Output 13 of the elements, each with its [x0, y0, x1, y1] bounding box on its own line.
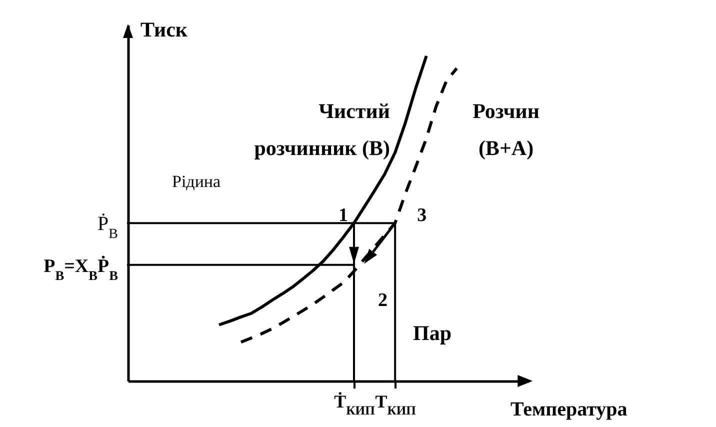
annotation: 1: [338, 205, 348, 226]
annotation: Пар: [413, 321, 452, 345]
text: P$_{B}$=X$_{B}$Ṗ$_{B}$: [44, 255, 118, 282]
x-axis-title: Температура: [510, 398, 628, 420]
annotation: 3: [417, 205, 427, 226]
annotation: Рідина: [172, 172, 222, 191]
annotation: 2: [378, 290, 388, 311]
series-label: Розчин (В+А): [472, 99, 540, 160]
x-tick-label: T$_{КИП}$: [375, 392, 416, 418]
series-label: Чистий розчинник (В): [254, 99, 390, 160]
x-tick-label: Ṫ$_{КИП}$: [334, 392, 376, 418]
y-axis-title: Тиск: [140, 18, 188, 42]
text: Ṗ$_{B}$: [98, 213, 118, 242]
